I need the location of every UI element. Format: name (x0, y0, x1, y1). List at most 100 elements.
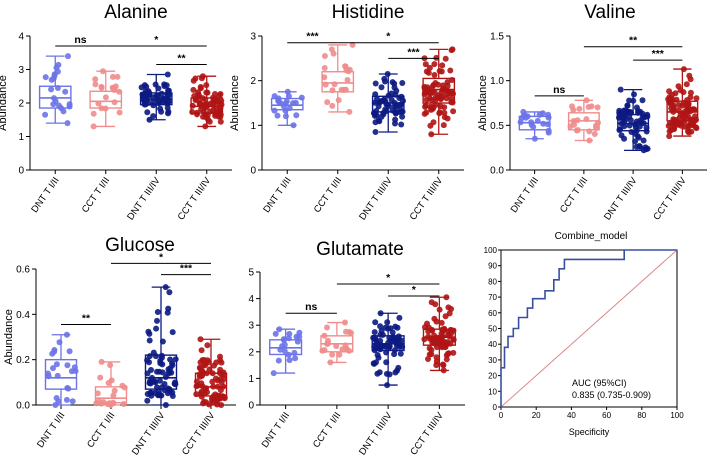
data-point (169, 329, 176, 336)
data-point (271, 107, 278, 114)
data-point (50, 101, 57, 108)
data-point (212, 91, 218, 97)
box-3 (665, 66, 700, 140)
data-point (678, 122, 685, 129)
y-tick-label: 1 (250, 121, 256, 132)
data-point (53, 395, 60, 401)
data-point (197, 336, 204, 343)
data-point (446, 89, 452, 96)
roc-y-tick-label: 50 (488, 325, 497, 334)
data-point (63, 396, 70, 403)
roc-x-tick-label: 40 (567, 411, 576, 420)
box-0 (269, 326, 303, 377)
data-point (154, 309, 161, 315)
panel-title: Alanine (104, 2, 167, 23)
roc-panel: Combine_model 0 10 20 30 40 50 60 70 80 90 100 0 20 40… (484, 231, 685, 437)
data-point (569, 103, 575, 110)
data-point (271, 93, 278, 100)
data-point (438, 95, 444, 102)
box-body (139, 92, 173, 106)
data-point (444, 341, 450, 348)
x-tick-label: DNT T I/II (509, 175, 541, 215)
data-point (398, 121, 405, 128)
data-point (160, 99, 167, 106)
data-point (383, 370, 390, 377)
data-point (430, 104, 437, 111)
data-point (166, 289, 173, 296)
data-point (196, 373, 203, 380)
data-point (111, 387, 118, 394)
data-point (390, 337, 397, 344)
data-point (377, 337, 384, 344)
x-tick-label: DNT T I/II (261, 175, 293, 215)
y-tick-label: 1.0 (490, 76, 504, 87)
data-point (330, 50, 337, 57)
data-point (640, 137, 647, 144)
data-point (687, 76, 694, 83)
data-point (448, 330, 455, 337)
data-point (443, 356, 450, 363)
box-2 (370, 71, 406, 135)
data-point (197, 84, 204, 90)
data-point (387, 325, 394, 332)
x-tick-label: DNT T III/IV (357, 410, 395, 456)
data-point (48, 86, 55, 93)
data-point (433, 362, 440, 369)
panel-title: Glucose (105, 235, 175, 256)
data-point (108, 377, 115, 384)
data-point (433, 318, 440, 325)
data-point (621, 113, 628, 120)
data-point (450, 349, 457, 356)
data-point (422, 103, 429, 110)
data-point (158, 354, 165, 361)
data-point (148, 392, 155, 399)
data-point (161, 81, 168, 88)
data-point (397, 350, 404, 357)
y-tick-label: 1.5 (490, 32, 504, 43)
panel-title: Valine (584, 2, 635, 23)
y-tick-label: 4 (18, 32, 24, 43)
data-point (442, 313, 449, 320)
data-point (372, 80, 379, 87)
roc-y-tick-label: 0 (493, 403, 498, 412)
data-point (65, 53, 71, 60)
x-tick-label: CCT T III/IV (408, 175, 446, 223)
y-tick-label: 0 (248, 401, 254, 412)
data-point (691, 106, 698, 113)
data-point (426, 64, 433, 71)
x-tick-label: CCT T I/II (558, 175, 590, 215)
data-point (448, 306, 455, 312)
y-tick-label: 0.5 (490, 121, 504, 132)
data-point (167, 365, 174, 371)
data-point (376, 369, 383, 376)
data-point (436, 68, 443, 74)
data-point (283, 98, 290, 105)
data-point (282, 113, 289, 120)
y-tick-label: 5 (248, 268, 254, 279)
significance-label: *** (180, 263, 193, 275)
data-point (42, 74, 49, 81)
data-point (292, 99, 299, 106)
data-point (448, 47, 455, 54)
data-point (688, 128, 695, 135)
data-point (190, 77, 197, 84)
data-point (639, 97, 646, 104)
data-point (324, 99, 331, 106)
data-point (389, 79, 396, 86)
data-point (217, 118, 224, 125)
x-tick-label: DNT T III/IV (125, 175, 163, 223)
x-tick-label: CCT T III/IV (651, 175, 689, 223)
data-point (102, 94, 109, 101)
box-body (89, 90, 123, 109)
data-point (431, 72, 438, 78)
data-point (348, 329, 354, 336)
data-point (372, 119, 379, 126)
box-body (144, 354, 178, 390)
data-point (683, 81, 690, 88)
data-point (643, 146, 650, 153)
data-point (155, 388, 162, 395)
data-point (588, 103, 595, 110)
data-point (141, 92, 148, 99)
box-1 (89, 68, 123, 130)
data-point (286, 357, 293, 364)
